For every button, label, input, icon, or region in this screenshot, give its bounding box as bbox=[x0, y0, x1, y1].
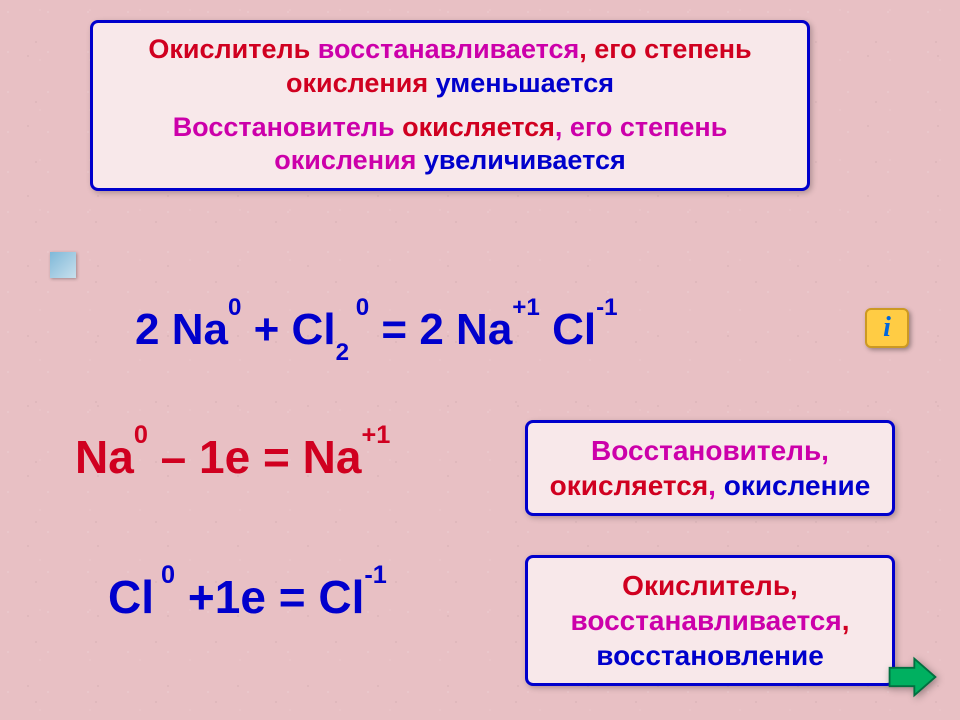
eq1-p2: + Cl bbox=[241, 305, 335, 354]
eq3-p2: +1e = Cl bbox=[175, 571, 364, 623]
oxidizer-word: Окислитель bbox=[148, 34, 317, 64]
eq3-s1: 0 bbox=[154, 561, 175, 589]
main-equation: 2 Na0 + Cl2 0 = 2 Na+1 Cl-1 bbox=[135, 305, 618, 361]
info-icon[interactable]: i bbox=[865, 308, 909, 348]
eq2-s1: 0 bbox=[134, 421, 148, 449]
increases-word: увеличивается bbox=[424, 145, 626, 175]
eq1-p1: 2 Na bbox=[135, 305, 228, 354]
eq1-p4: Cl bbox=[540, 305, 596, 354]
eq3-s2: -1 bbox=[364, 561, 387, 589]
l2a: Окислитель, bbox=[622, 570, 798, 601]
oxidizes-word: окисляется bbox=[402, 112, 555, 142]
next-button[interactable] bbox=[885, 652, 940, 702]
eq1-s3: +1 bbox=[512, 294, 540, 321]
eq3-p1: Cl bbox=[108, 571, 154, 623]
l2d: восстановление bbox=[596, 640, 824, 671]
l2b: восстанавливается bbox=[571, 605, 842, 636]
info-glyph: i bbox=[883, 312, 891, 343]
eq1-s2: 0 bbox=[349, 294, 369, 321]
l1d: окисление bbox=[724, 470, 871, 501]
eq2-s2: +1 bbox=[361, 421, 390, 449]
eq2-p2: – 1e = Na bbox=[148, 431, 362, 483]
eq2-p1: Na bbox=[75, 431, 134, 483]
rule-oxidizer: Окислитель восстанавливается, его степен… bbox=[111, 33, 789, 101]
eq1-sub1: 2 bbox=[336, 339, 349, 366]
eq1-p3: = 2 Na bbox=[369, 305, 512, 354]
arrow-right-icon bbox=[885, 652, 940, 702]
reduces-word: восстанавливается bbox=[318, 34, 580, 64]
reducer-word: Восстановитель bbox=[173, 112, 402, 142]
l1b: окисляется bbox=[550, 470, 708, 501]
l1c: , bbox=[708, 470, 724, 501]
oxidizer-label-box: Окислитель, восстанавливается, восстанов… bbox=[525, 555, 895, 686]
rule-reducer: Восстановитель окисляется, его степень о… bbox=[111, 111, 789, 179]
half-reaction-na: Na0 – 1e = Na+1 bbox=[75, 430, 390, 484]
reducer-label-box: Восстановитель, окисляется, окисление bbox=[525, 420, 895, 516]
l2c: , bbox=[842, 605, 850, 636]
eq1-s4: -1 bbox=[596, 294, 618, 321]
half-reaction-cl: Cl 0 +1e = Cl-1 bbox=[108, 570, 387, 624]
decreases-word: уменьшается bbox=[436, 68, 614, 98]
rules-box: Окислитель восстанавливается, его степен… bbox=[90, 20, 810, 191]
bullet-icon bbox=[50, 252, 76, 278]
l1a: Восстановитель, bbox=[591, 435, 829, 466]
eq1-s1: 0 bbox=[228, 294, 241, 321]
